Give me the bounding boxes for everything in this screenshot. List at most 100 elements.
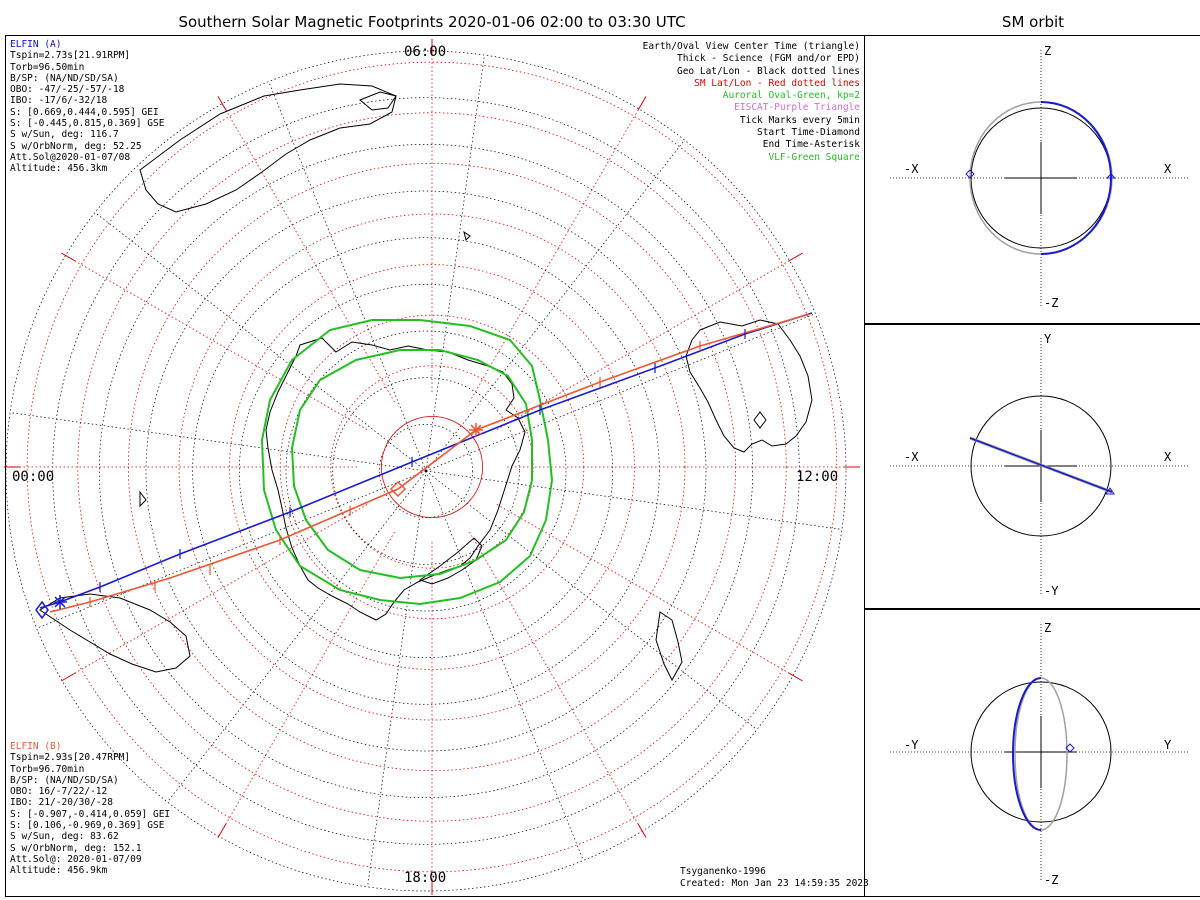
geo-latitude-circle bbox=[378, 423, 474, 519]
orbit-a-center-triangle bbox=[1105, 173, 1117, 179]
orbit-a-start bbox=[965, 169, 975, 179]
geo-latitude-circle bbox=[52, 97, 800, 845]
sm-latitude-circle bbox=[178, 213, 686, 721]
orbit-panel-xz bbox=[864, 35, 1200, 325]
sm-grid bbox=[4, 39, 860, 895]
edge-tick bbox=[61, 672, 76, 682]
geo-latitude-circle bbox=[285, 330, 567, 612]
orbit-xz-h-pos: X bbox=[1164, 162, 1172, 176]
elfin-b-line: S w/OrbNorm, deg: 152.1 bbox=[10, 842, 142, 854]
orbit-xy-v-pos: Y bbox=[1044, 332, 1052, 346]
elfin-a-line: OBO: -47/-25/-57/-18 bbox=[10, 84, 125, 96]
island-2 bbox=[463, 230, 471, 241]
orbit-xy-h-pos: X bbox=[1164, 450, 1172, 464]
legend-item: Start Time-Diamond bbox=[757, 127, 860, 139]
sm-longitude-line bbox=[221, 103, 395, 403]
sm-longitude-line bbox=[68, 256, 368, 430]
elfin-b-track bbox=[49, 313, 811, 613]
elfin-b-start-diamond bbox=[389, 480, 407, 498]
orbit-xy-v-neg: -Y bbox=[1044, 584, 1059, 598]
elfin-a-info: ELFIN (A) Tspin=2.73s[21.91RPM] Torb=96.… bbox=[10, 39, 164, 175]
sm-latitude-circle bbox=[26, 61, 838, 873]
edge-tick bbox=[217, 96, 227, 111]
geo-latitude-circle bbox=[145, 190, 707, 752]
edge-tick bbox=[217, 823, 227, 838]
sm-latitude-circle bbox=[380, 415, 484, 519]
legend-item: Geo Lat/Lon - Black dotted lines bbox=[676, 65, 860, 77]
elfin-a-name: ELFIN (A) bbox=[10, 39, 62, 50]
elfin-a-line: S: [0.669,0.444,0.595] GEI bbox=[10, 106, 159, 118]
orbit-yz-v-pos: Z bbox=[1044, 621, 1052, 635]
legend-item: VLF-Green Square bbox=[768, 151, 860, 163]
legend: Earth/Oval View Center Time (triangle) T… bbox=[643, 41, 860, 164]
elfin-a-line: B/SP: (NA/ND/SD/SA) bbox=[10, 72, 119, 84]
orbit-xz-h-neg: -X bbox=[904, 162, 919, 176]
tasmania bbox=[753, 411, 767, 429]
legend-item: Earth/Oval View Center Time (triangle) bbox=[642, 41, 860, 52]
orbit-a-yz bbox=[1012, 677, 1042, 831]
geo-grid bbox=[5, 50, 847, 892]
orbit-yz-h-neg: -Y bbox=[904, 738, 919, 752]
edge-tick bbox=[788, 252, 803, 262]
island-1 bbox=[359, 91, 397, 111]
elfin-a-line: Torb=96.50min bbox=[10, 61, 85, 73]
edge-tick bbox=[788, 672, 803, 682]
sm-latitude-circle bbox=[77, 112, 787, 822]
polar-map bbox=[4, 39, 860, 895]
mlt-label-left: 00:00 bbox=[12, 469, 55, 485]
elfin-a-line: Att.Sol@2020-01-07/08 bbox=[10, 151, 131, 163]
geo-latitude-circle bbox=[5, 50, 847, 892]
elfin-b-line: Tspin=2.93s[20.47RPM] bbox=[10, 752, 131, 764]
orbit-title: SM orbit bbox=[1001, 13, 1065, 31]
sm-longitude-line bbox=[221, 531, 395, 831]
elfin-b-line: Altitude: 456.9km bbox=[10, 865, 108, 877]
elfin-a-line: S: [-0.445,0.815,0.369] GSE bbox=[10, 118, 165, 130]
north-landmass-coast bbox=[139, 83, 397, 213]
edge-tick bbox=[61, 252, 76, 262]
elfin-b-line: S: [0.106,-0.969,0.369] GSE bbox=[10, 820, 165, 832]
elfin-a-start-diamond bbox=[35, 600, 49, 620]
created-label: Created: Mon Jan 23 14:59:35 2023 bbox=[680, 878, 869, 889]
sm-latitude-circle bbox=[229, 264, 635, 670]
legend-item: Thick - Science (FGM and/or EPD) bbox=[676, 53, 860, 65]
elfin-b-line: S w/Sun, deg: 83.62 bbox=[10, 831, 119, 843]
elfin-b-line: S: [-0.907,-0.414,0.059] GEI bbox=[10, 808, 171, 820]
elfin-b-end-asterisk bbox=[469, 423, 483, 437]
elfin-b-line: OBO: 16/-7/22/-12 bbox=[10, 786, 108, 798]
orbit-xz-v-pos: Z bbox=[1044, 44, 1052, 58]
legend-item: End Time-Asterisk bbox=[762, 139, 860, 151]
elfin-b-line: Att.Sol@: 2020-01-07/09 bbox=[10, 853, 142, 865]
elfin-a-line: S w/OrbNorm, deg: 52.25 bbox=[10, 140, 142, 152]
orbit-plot-xz bbox=[890, 50, 1190, 306]
auroral-oval-inner bbox=[290, 349, 533, 580]
antarctic-peninsula bbox=[418, 537, 483, 585]
orbit-xz-v-neg: -Z bbox=[1044, 296, 1059, 310]
plot-title: Southern Solar Magnetic Footprints 2020-… bbox=[178, 13, 686, 31]
orbit-plot-xy bbox=[890, 338, 1190, 594]
mlt-label-bottom: 18:00 bbox=[404, 870, 447, 886]
elfin-b-name: ELFIN (B) bbox=[10, 741, 62, 752]
legend-item: EISCAT-Purple Triangle bbox=[734, 102, 860, 114]
auroral-oval-outer bbox=[260, 319, 554, 606]
orbit-a-start bbox=[1065, 743, 1075, 753]
orbit-a-xy bbox=[969, 437, 1113, 493]
south-america-coast bbox=[39, 593, 191, 673]
orbit-panel-xy bbox=[864, 323, 1200, 610]
elfin-a-end-asterisk bbox=[53, 595, 67, 609]
tracks bbox=[35, 312, 813, 620]
sm-longitude-line bbox=[469, 103, 643, 403]
geo-latitude-circle bbox=[238, 283, 614, 659]
island-3 bbox=[139, 490, 147, 508]
elfin-b-line: Torb=96.70min bbox=[10, 763, 85, 775]
orbit-yz-v-neg: -Z bbox=[1044, 873, 1059, 887]
geo-latitude-circle bbox=[192, 237, 660, 705]
elfin-a-line: Tspin=2.73s[21.91RPM] bbox=[10, 50, 131, 62]
mlt-label-right: 12:00 bbox=[796, 469, 839, 485]
elfin-a-line: Altitude: 456.3km bbox=[10, 163, 108, 175]
orbit-panel-yz bbox=[864, 608, 1200, 897]
elfin-b-info: ELFIN (B) Tspin=2.93s[20.47RPM] Torb=96.… bbox=[10, 741, 170, 877]
elfin-b-line: IBO: 21/-20/30/-28 bbox=[10, 797, 113, 809]
edge-tick bbox=[637, 96, 647, 111]
sm-longitude-line bbox=[496, 256, 796, 430]
